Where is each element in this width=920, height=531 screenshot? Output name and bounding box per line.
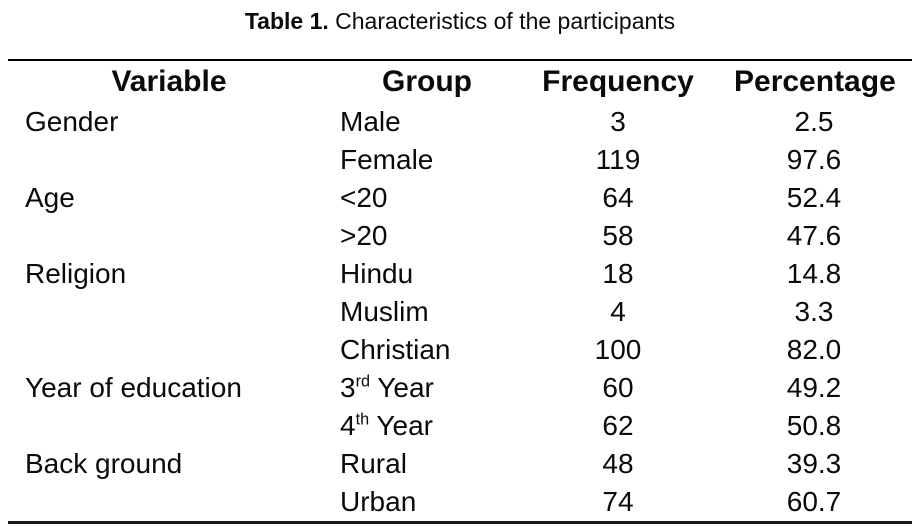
frequency-cell: 64 [602,182,634,213]
col-header-frequency: Frequency [542,65,694,98]
table-row: Urban 74 60.7 [8,483,912,523]
table-row: Muslim 4 3.3 [8,293,912,331]
variable-cell [8,217,330,255]
percentage-cell: 47.6 [786,220,842,251]
table-row: 4th Year 62 50.8 [8,407,912,445]
table-row: Female 119 97.6 [8,141,912,179]
group-cell: Urban [340,486,417,517]
col-header-group: Group [382,65,472,98]
group-cell: 4th Year [340,410,433,441]
percentage-cell: 39.3 [786,448,842,479]
frequency-cell: 119 [595,144,641,175]
table-caption-text: Characteristics of the participants [328,8,676,34]
table-row: Age <20 64 52.4 [8,179,912,217]
frequency-cell: 3 [610,106,626,137]
group-cell: Hindu [340,258,414,289]
table-caption-number: Table 1. [244,8,329,34]
frequency-cell: 62 [602,410,634,441]
variable-cell [8,141,330,179]
variable-cell [8,331,330,369]
percentage-cell: 82.0 [786,334,842,365]
group-cell: Male [340,106,401,137]
percentage-cell: 3.3 [794,296,834,327]
group-cell: Rural [340,448,407,479]
table-row: Back ground Rural 48 39.3 [8,445,912,483]
variable-cell: Back ground [25,448,183,479]
frequency-cell: 58 [602,220,634,251]
table-row: >20 58 47.6 [8,217,912,255]
group-cell: >20 [340,220,388,251]
table-header-row: Variable Group Frequency Percentage [8,60,912,103]
col-header-percentage: Percentage [734,65,896,98]
frequency-cell: 18 [602,258,634,289]
variable-cell: Year of education [25,372,242,403]
col-header-variable: Variable [111,65,227,98]
percentage-cell: 97.6 [786,144,842,175]
participants-table: Variable Group Frequency Percentage Gend… [8,59,912,524]
variable-cell [8,293,330,331]
table-caption: Table 1. Characteristics of the particip… [0,0,920,35]
group-cell: Muslim [340,296,429,327]
variable-cell: Religion [25,258,127,289]
percentage-cell: 50.8 [786,410,842,441]
group-cell: Christian [340,334,451,365]
percentage-cell: 52.4 [786,182,842,213]
frequency-cell: 74 [602,486,634,517]
percentage-cell: 60.7 [786,486,842,517]
group-cell: Female [340,144,434,175]
percentage-cell: 14.8 [786,258,842,289]
variable-cell: Gender [25,106,119,137]
frequency-cell: 100 [594,334,642,365]
table-row: Gender Male 3 2.5 [8,103,912,141]
variable-cell [8,407,330,445]
frequency-cell: 4 [610,296,626,327]
percentage-cell: 49.2 [786,372,842,403]
variable-cell [8,483,330,523]
table-row: Christian 100 82.0 [8,331,912,369]
table-row: Year of education 3rd Year 60 49.2 [8,369,912,407]
percentage-cell: 2.5 [794,106,834,137]
group-cell: <20 [340,182,388,213]
variable-cell: Age [25,182,75,213]
group-cell: 3rd Year [340,372,434,403]
table-row: Religion Hindu 18 14.8 [8,255,912,293]
frequency-cell: 60 [602,372,634,403]
frequency-cell: 48 [602,448,634,479]
